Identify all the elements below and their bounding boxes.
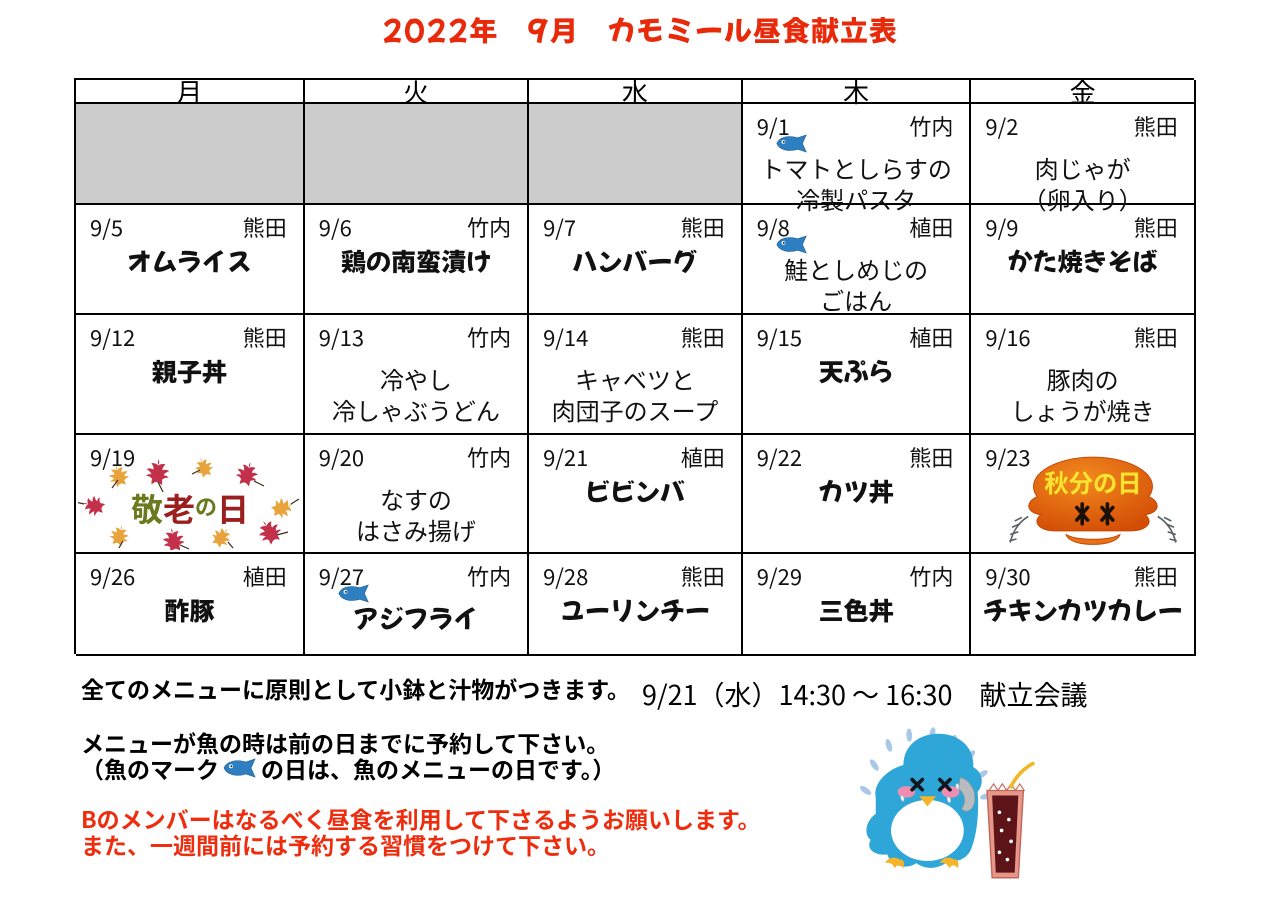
- svg-text:秋分の日: 秋分の日: [1045, 464, 1142, 499]
